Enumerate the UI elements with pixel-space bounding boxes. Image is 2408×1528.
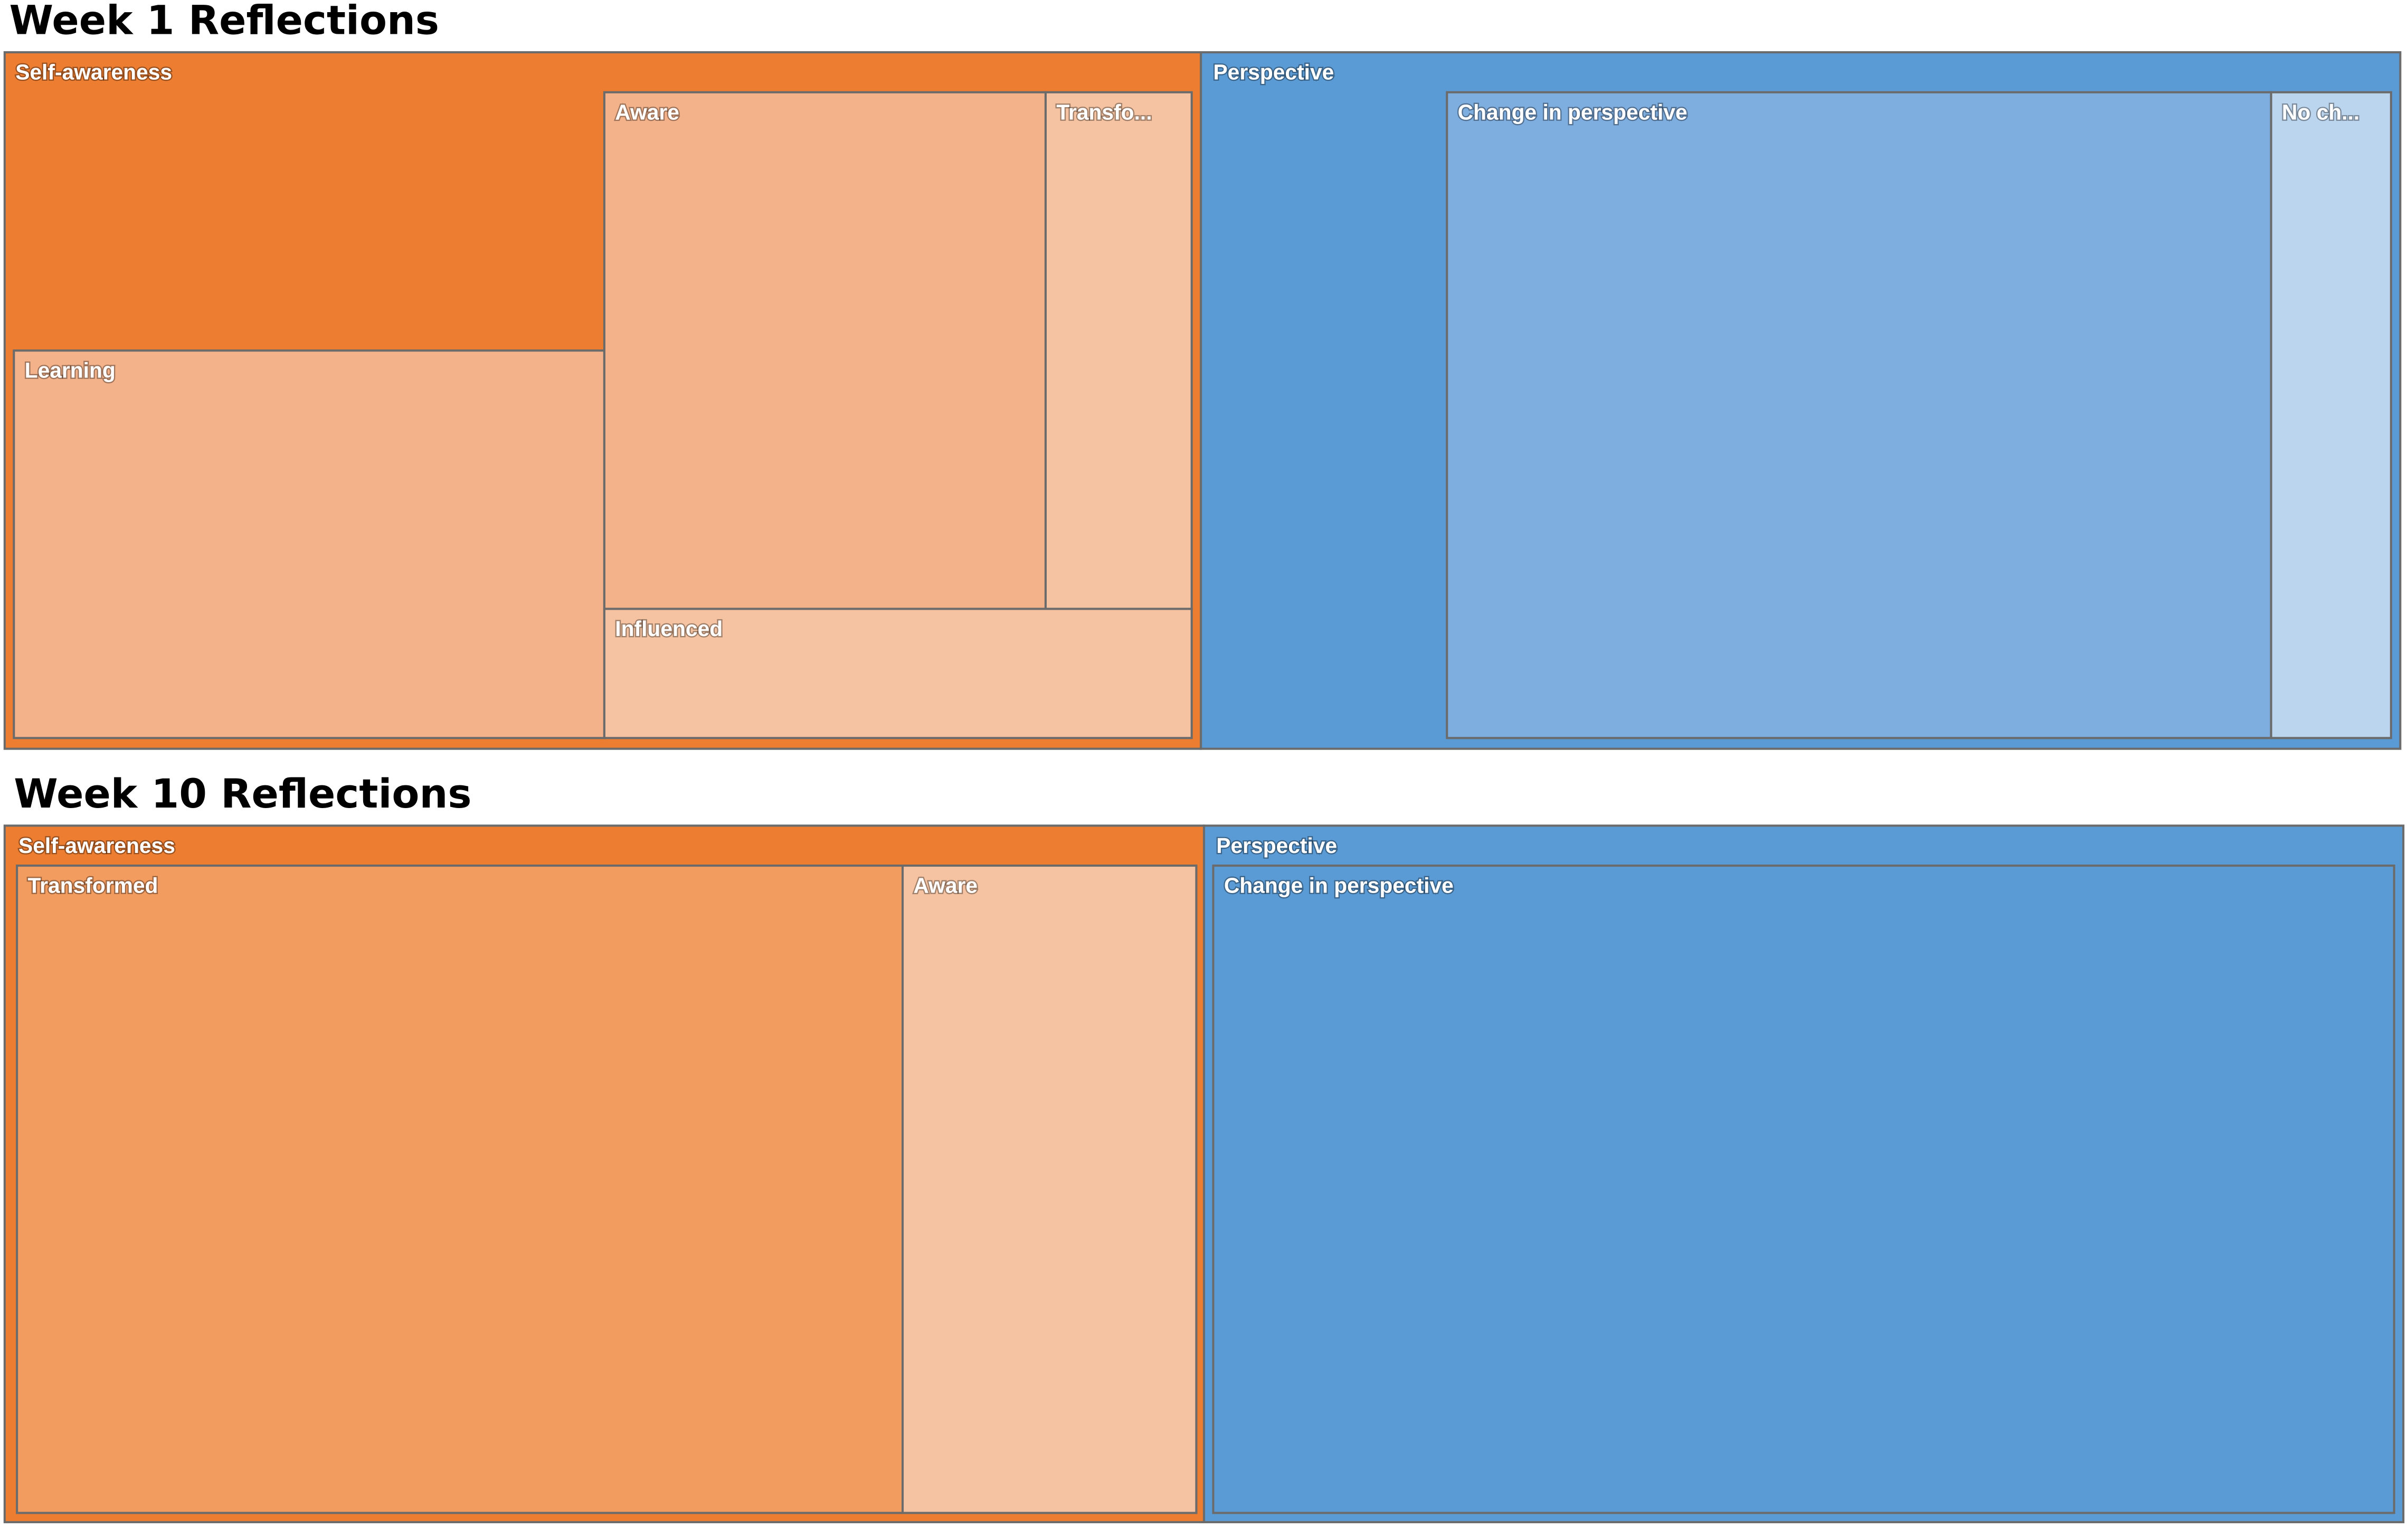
- item-tile: [902, 865, 1198, 1514]
- item-label: Learning: [25, 358, 116, 383]
- group-label: Self-awareness: [15, 60, 172, 84]
- item-tile: [1212, 865, 2395, 1514]
- item-tile: [13, 349, 605, 739]
- item-label: Aware: [913, 874, 978, 898]
- item-label: Aware: [615, 100, 679, 124]
- item-tile: [16, 865, 904, 1514]
- item-tile: [603, 608, 1193, 739]
- item-tile: [1446, 91, 2272, 739]
- group-label: Self-awareness: [18, 833, 175, 858]
- item-tile: [2270, 91, 2392, 739]
- chart-title: Week 10 Reflections: [14, 771, 471, 817]
- item-tile: [603, 91, 1047, 610]
- item-label: No ch...: [2282, 100, 2359, 124]
- group-label: Perspective: [1216, 833, 1337, 858]
- item-label: Transfo...: [1056, 100, 1152, 124]
- group-label: Perspective: [1213, 60, 1334, 84]
- item-label: Change in perspective: [1458, 100, 1688, 124]
- item-label: Influenced: [615, 616, 723, 641]
- item-label: Transformed: [28, 874, 158, 898]
- chart-title: Week 1 Reflections: [10, 0, 439, 44]
- item-tile: [1044, 91, 1193, 610]
- item-label: Change in perspective: [1224, 874, 1454, 898]
